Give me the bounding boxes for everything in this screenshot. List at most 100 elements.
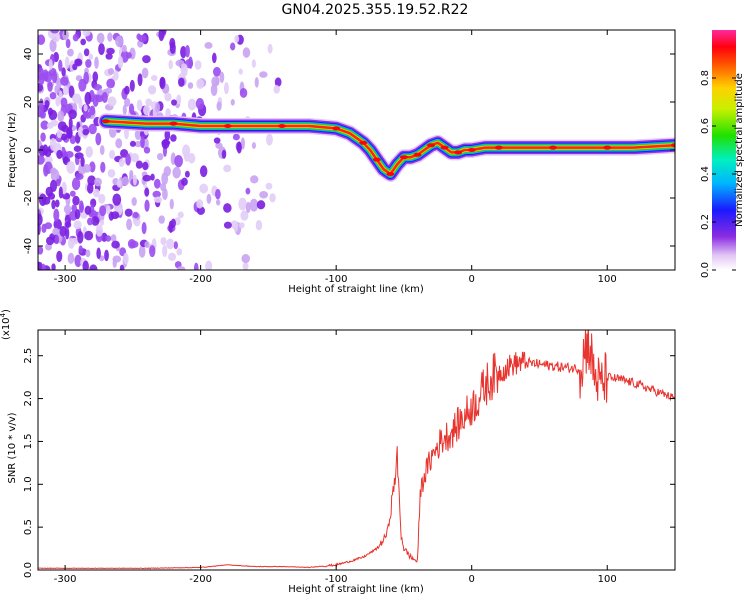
noise-speckle <box>98 88 103 96</box>
noise-speckle <box>187 82 194 89</box>
noise-speckle <box>145 98 153 107</box>
ridge-peak-point <box>372 157 381 162</box>
noise-speckle <box>223 203 232 213</box>
noise-speckle <box>78 164 86 175</box>
noise-speckle <box>215 188 221 200</box>
noise-speckle <box>51 199 56 210</box>
noise-speckle <box>107 96 117 107</box>
ridge-peak-point <box>399 155 408 160</box>
noise-speckle <box>239 88 248 98</box>
noise-speckle <box>64 56 70 70</box>
x-tick-label: 0 <box>469 574 475 585</box>
noise-speckle <box>74 152 84 159</box>
noise-speckle <box>88 53 94 61</box>
noise-speckle <box>178 77 185 88</box>
noise-speckle <box>171 99 177 106</box>
y-tick-label: 0 <box>23 147 34 153</box>
noise-speckle <box>245 187 251 195</box>
noise-speckle <box>77 126 84 138</box>
ridge-peak-point <box>440 145 449 150</box>
noise-speckle <box>83 111 92 119</box>
noise-speckle <box>124 208 133 217</box>
chart-title: GN04.2025.355.19.52.R22 <box>281 2 469 18</box>
noise-speckle <box>67 252 75 264</box>
y-tick-label: 20 <box>23 96 34 109</box>
ridge-peak-point <box>277 124 286 128</box>
noise-speckle <box>193 262 199 270</box>
noise-speckle <box>54 234 60 245</box>
ridge-peak-point <box>603 145 612 150</box>
noise-speckle <box>143 146 151 154</box>
noise-speckle <box>83 71 90 85</box>
noise-speckle <box>184 170 190 178</box>
noise-speckle <box>166 238 175 250</box>
noise-speckle <box>84 230 94 241</box>
noise-speckle <box>47 107 54 116</box>
noise-speckle <box>274 77 282 87</box>
noise-speckle <box>98 43 105 56</box>
noise-speckle <box>73 220 82 230</box>
noise-speckle <box>74 254 82 268</box>
snr-y-axis: 0.0 0.5 1.0 1.5 2.0 2.5 <box>23 348 675 578</box>
noise-speckle <box>117 56 124 69</box>
noise-speckle <box>57 110 65 122</box>
noise-speckle <box>250 175 259 184</box>
noise-speckle <box>96 32 105 44</box>
noise-speckle <box>53 208 60 222</box>
noise-speckle <box>50 167 57 175</box>
noise-speckle <box>180 63 188 76</box>
noise-speckle <box>124 97 131 107</box>
noise-speckle <box>162 244 168 257</box>
noise-speckle <box>38 213 43 226</box>
noise-speckle <box>269 193 276 203</box>
noise-speckle <box>55 199 60 208</box>
noise-speckle <box>94 177 102 187</box>
noise-speckle <box>72 33 79 42</box>
noise-speckle <box>125 153 131 166</box>
noise-speckle <box>51 263 56 270</box>
noise-speckle <box>154 102 160 114</box>
noise-speckle <box>123 252 129 265</box>
noise-speckle <box>38 105 44 118</box>
noise-speckle <box>141 221 147 235</box>
noise-speckle <box>170 134 177 142</box>
noise-speckle <box>241 253 250 264</box>
noise-speckle <box>99 205 107 217</box>
noise-speckle <box>62 85 69 96</box>
noise-speckle <box>106 78 115 89</box>
colorbar-gradient <box>712 30 736 270</box>
noise-speckle <box>223 221 232 229</box>
noise-speckle <box>38 67 45 81</box>
noise-speckle <box>71 177 81 191</box>
x-tick-label: -300 <box>54 574 77 585</box>
noise-speckle <box>89 264 98 270</box>
noise-speckle <box>82 128 89 136</box>
noise-speckle <box>141 67 149 79</box>
x-tick-label: -200 <box>189 574 212 585</box>
noise-speckle <box>167 252 177 261</box>
noise-speckle <box>148 86 156 95</box>
noise-speckle <box>219 71 225 84</box>
x-tick-label: -100 <box>325 574 348 585</box>
noise-speckle <box>61 67 66 77</box>
noise-speckle <box>84 91 92 105</box>
noise-speckle <box>138 34 147 43</box>
noise-speckle <box>87 217 93 226</box>
spectrogram-y-axis: -40 -20 0 20 40 <box>23 48 675 254</box>
noise-speckle <box>242 262 249 270</box>
noise-speckle <box>232 133 240 141</box>
colorbar-tick-label: 0.4 <box>700 166 711 182</box>
noise-speckle <box>215 199 221 206</box>
noise-speckle <box>107 168 116 178</box>
noise-speckle <box>49 179 58 192</box>
noise-speckle <box>205 260 213 270</box>
noise-speckle <box>164 129 171 142</box>
noise-speckle <box>41 223 47 233</box>
noise-speckle <box>47 81 53 92</box>
noise-speckle <box>92 94 99 107</box>
noise-speckle <box>213 137 221 144</box>
noise-speckle <box>41 263 46 270</box>
y-tick-label: 0.0 <box>23 562 34 578</box>
noise-speckle <box>113 70 119 81</box>
noise-speckle <box>71 204 78 212</box>
